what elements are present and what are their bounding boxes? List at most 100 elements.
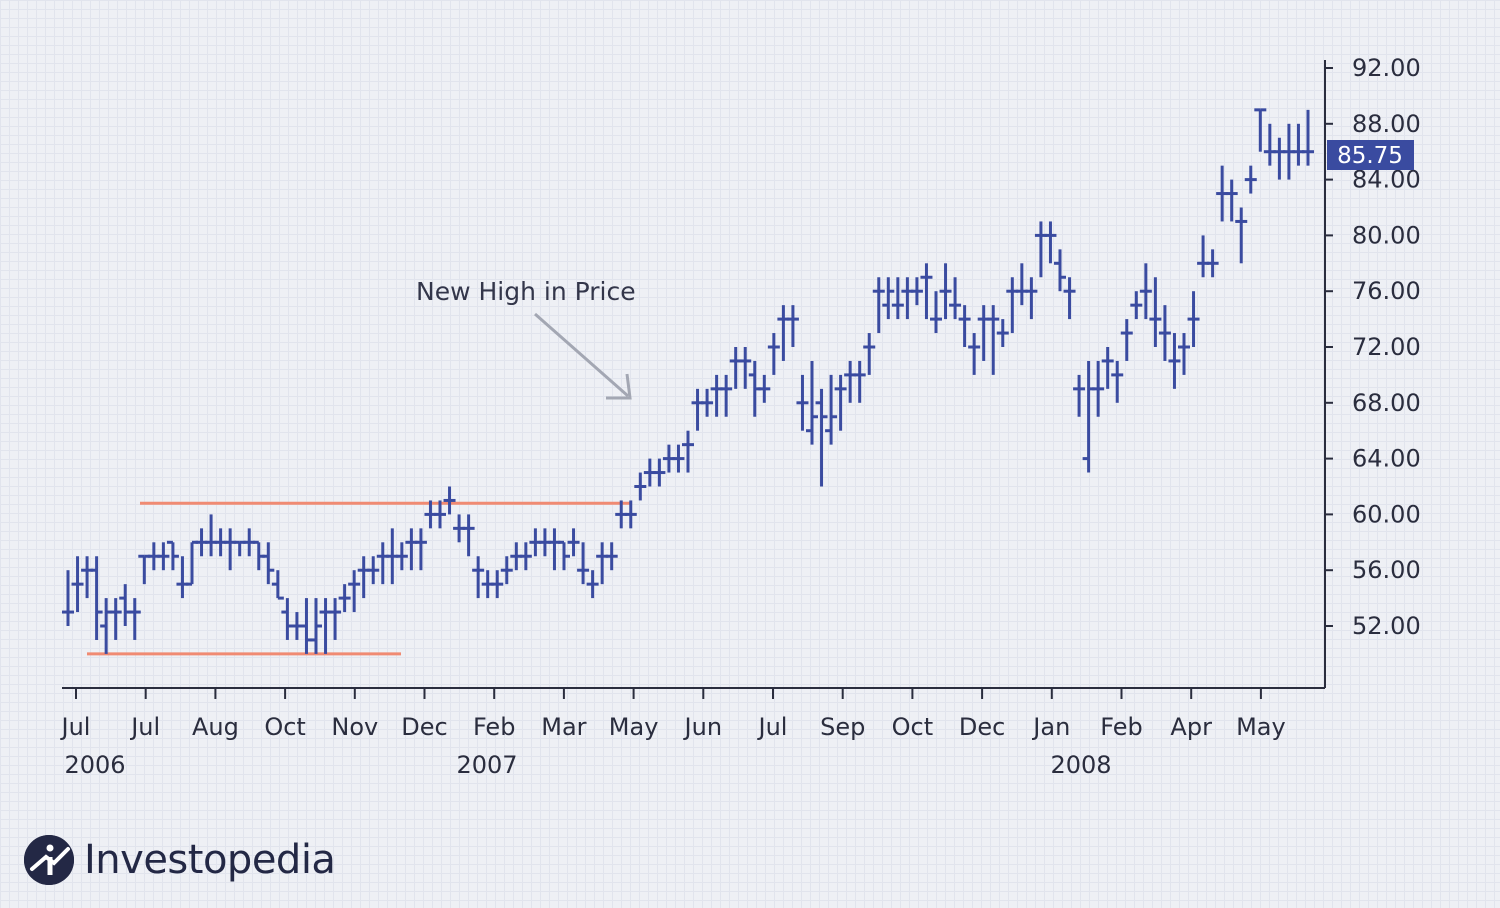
price-bar <box>949 277 962 320</box>
price-bar <box>996 319 1009 347</box>
price-bar <box>586 570 599 599</box>
price-bar <box>958 305 971 347</box>
price-bar <box>1178 333 1190 375</box>
price-bar <box>462 514 475 557</box>
year-label: 2008 <box>1050 751 1111 779</box>
investopedia-logo: Investopedia <box>24 834 336 886</box>
y-axis-ticks: 92.00 88.00 84.00 80.00 76.00 72.00 68.00 64.00… <box>1325 54 1421 640</box>
price-bar <box>1263 123 1276 166</box>
price-bar <box>1034 221 1047 278</box>
year-label: 2006 <box>64 751 125 779</box>
x-tick-label: Oct <box>892 713 934 741</box>
price-bar <box>71 556 84 613</box>
price-bar <box>1120 319 1133 361</box>
price-bar <box>1206 249 1219 278</box>
y-tick-label: 56.00 <box>1352 556 1421 584</box>
price-bar <box>777 305 790 361</box>
y-tick-label: 68.00 <box>1352 389 1421 417</box>
price-bar <box>691 388 704 431</box>
price-bar <box>90 556 103 640</box>
price-bar <box>796 374 809 431</box>
price-bar <box>853 360 866 403</box>
price-bar <box>815 388 828 487</box>
price-bar <box>939 263 952 320</box>
price-bar <box>434 500 446 529</box>
price-bar <box>1092 360 1105 417</box>
x-tick-label: Dec <box>959 713 1005 741</box>
price-bar <box>376 542 389 585</box>
price-bar <box>920 263 933 320</box>
price-bar <box>672 444 685 473</box>
price-bars <box>62 108 1314 654</box>
price-bar <box>1139 263 1152 320</box>
price-bar <box>729 347 742 389</box>
price-bar <box>567 528 580 557</box>
price-bar <box>1273 137 1286 180</box>
price-bar <box>166 540 179 571</box>
price-bar <box>1111 360 1124 403</box>
year-labels: 2006 2007 2008 <box>64 751 1111 779</box>
price-bar <box>233 540 246 557</box>
price-bar <box>624 500 637 529</box>
price-bar <box>720 374 733 417</box>
price-bar <box>281 598 294 640</box>
y-tick-label: 92.00 <box>1352 54 1421 82</box>
price-bar <box>882 277 895 320</box>
x-tick-label: Feb <box>1100 713 1143 741</box>
price-bar <box>310 598 322 654</box>
price-bar <box>786 305 799 347</box>
price-bar <box>205 514 218 557</box>
price-bar <box>414 528 427 571</box>
price-bar <box>1025 277 1038 320</box>
price-bar <box>1187 291 1200 347</box>
price-bar <box>977 305 990 361</box>
price-bar <box>1158 305 1171 361</box>
price-bar <box>271 570 284 600</box>
price-bar <box>987 305 1000 375</box>
price-bar <box>348 570 361 613</box>
price-bar <box>119 584 132 626</box>
price-bar <box>682 430 694 473</box>
annotation: New High in Price <box>416 277 636 400</box>
price-bar <box>701 388 714 417</box>
price-bar <box>653 458 666 487</box>
y-tick-label: 72.00 <box>1352 333 1421 361</box>
x-tick-label: Jun <box>683 713 723 741</box>
year-label: 2007 <box>456 751 517 779</box>
price-bar <box>472 556 485 599</box>
price-bar <box>710 374 723 417</box>
last-price-label: 85.75 <box>1337 143 1403 169</box>
axes <box>62 60 1326 689</box>
annotation-arrow-head <box>606 373 632 400</box>
price-bar <box>300 598 313 654</box>
price-bar <box>405 528 418 571</box>
price-bar <box>634 472 647 501</box>
price-bar <box>872 277 885 334</box>
price-bar <box>81 556 94 599</box>
price-bar <box>1006 277 1019 334</box>
price-bar <box>176 556 189 599</box>
last-price-badge: 85.75 <box>1327 140 1414 170</box>
price-bar <box>329 598 342 640</box>
investopedia-logo-icon <box>24 835 74 885</box>
price-bar <box>1254 108 1267 152</box>
x-tick-label: Feb <box>473 713 516 741</box>
price-bar <box>186 540 198 586</box>
price-bar <box>1015 263 1028 306</box>
annotation-text: New High in Price <box>416 277 636 306</box>
price-bar <box>1244 165 1257 194</box>
price-bar <box>157 542 170 571</box>
price-bar <box>1292 123 1305 166</box>
price-bar <box>863 333 876 375</box>
price-bar <box>1063 277 1076 320</box>
price-bar <box>910 277 923 306</box>
x-axis-ticks: Jul Jul Aug Oct Nov Dec Feb Mar May Jun Jul Sep Oct D… <box>60 688 1286 741</box>
price-bar <box>806 360 818 445</box>
price-bar <box>128 598 141 640</box>
price-bar <box>1149 277 1162 347</box>
price-bar <box>62 570 74 626</box>
price-bar <box>519 542 532 571</box>
price-bar <box>367 556 380 585</box>
price-bar <box>224 528 237 571</box>
